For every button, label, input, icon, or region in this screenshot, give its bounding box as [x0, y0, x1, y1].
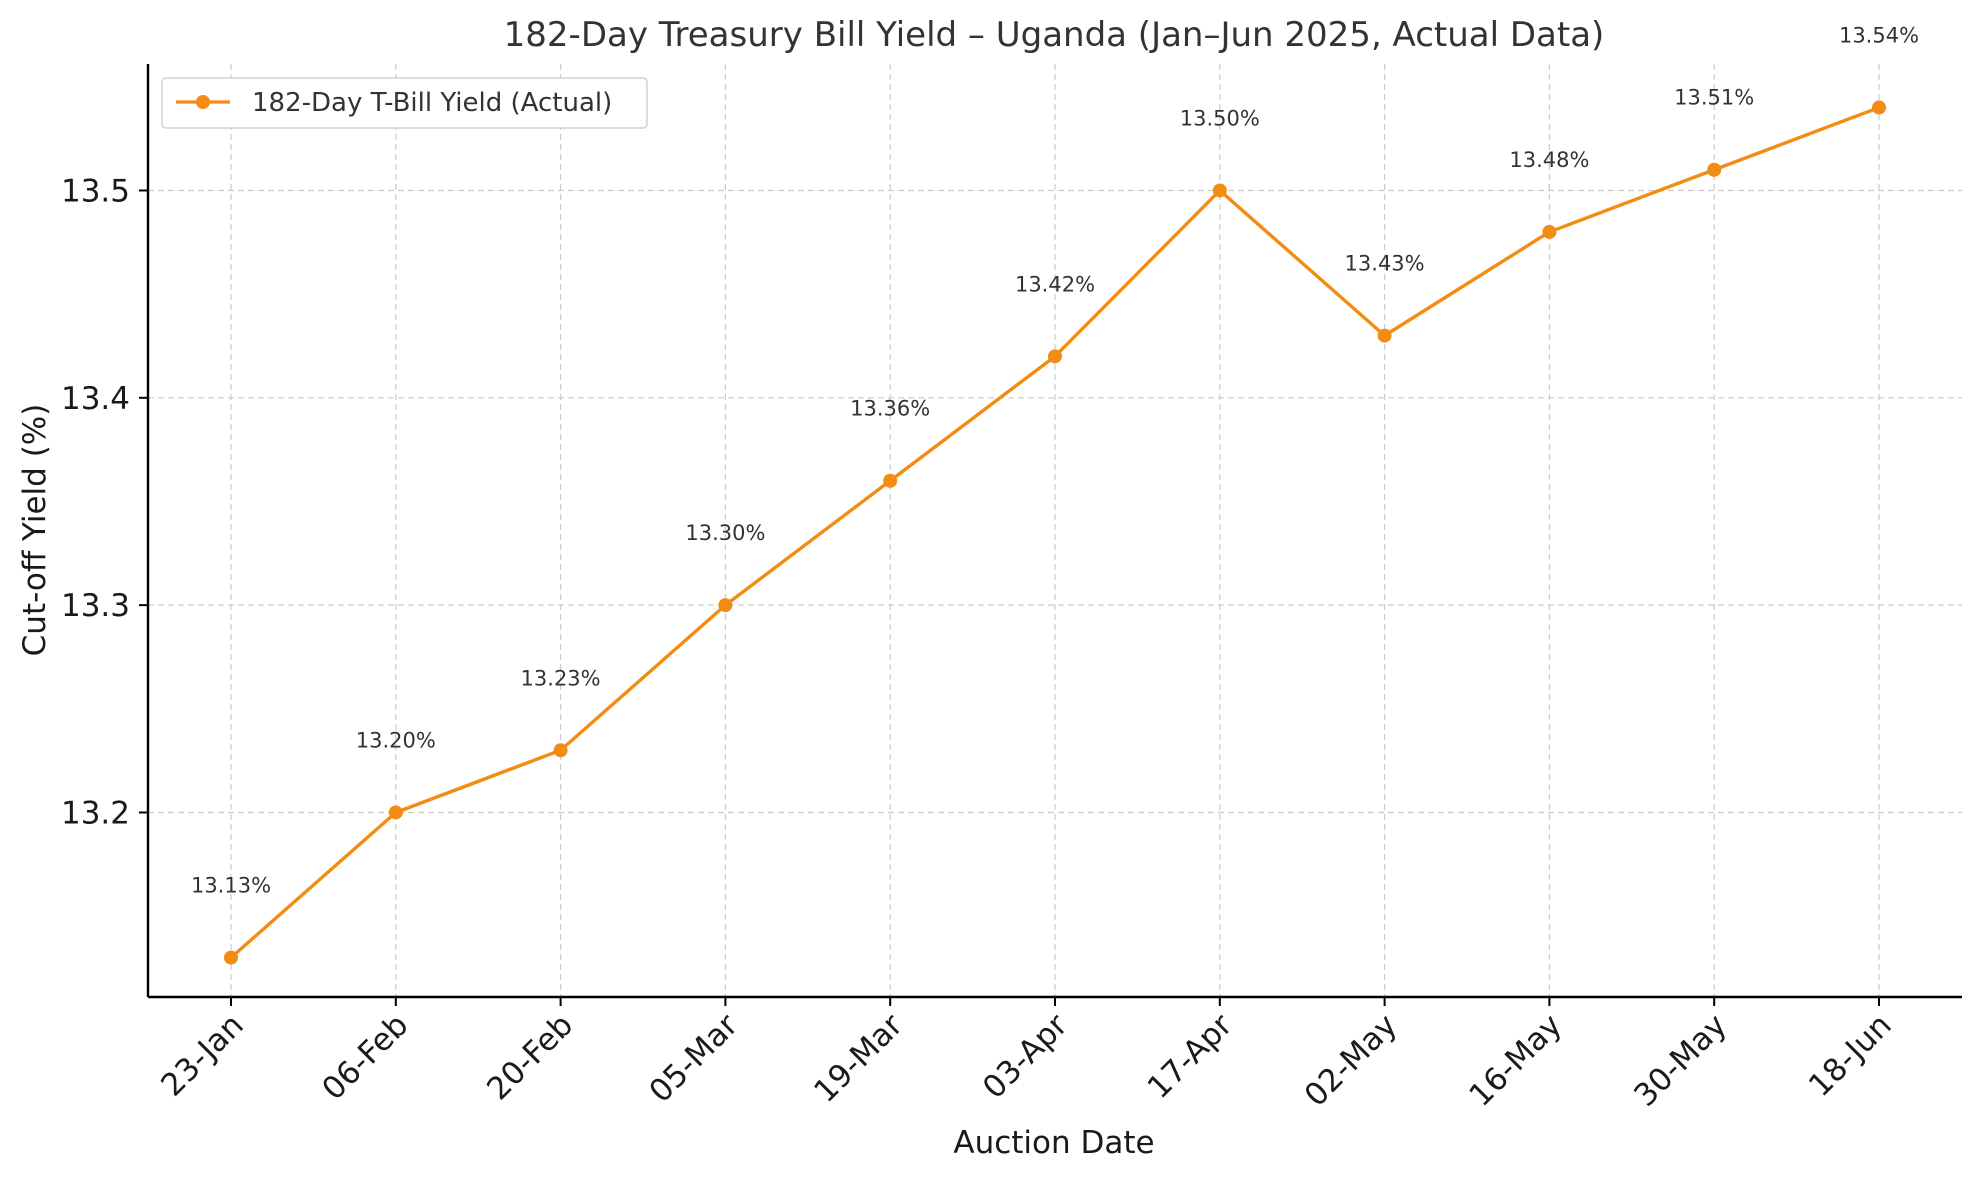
legend-entry-label: 182-Day T-Bill Yield (Actual)	[252, 88, 612, 118]
data-label: 13.51%	[1674, 86, 1754, 110]
y-tick-label: 13.2	[61, 795, 130, 831]
data-label: 13.48%	[1509, 148, 1589, 172]
data-label: 13.20%	[356, 728, 436, 752]
y-tick-label: 13.3	[61, 588, 130, 624]
data-label: 13.13%	[191, 874, 271, 898]
y-axis-label: Cut-off Yield (%)	[17, 404, 53, 657]
x-tick-label: 30-May	[1627, 1007, 1734, 1114]
data-label: 13.50%	[1180, 106, 1260, 130]
x-tick-label: 18-Jun	[1802, 1007, 1899, 1104]
data-labels: 13.13% 13.20% 13.23% 13.30% 13.36% 13.42% 13.5…	[191, 24, 1919, 898]
x-tick-label: 02-May	[1298, 1007, 1405, 1114]
data-label: 13.42%	[1015, 272, 1095, 296]
data-point	[1542, 224, 1557, 239]
data-point	[1048, 349, 1062, 364]
legend: 182-Day T-Bill Yield (Actual)	[161, 77, 648, 129]
data-point	[553, 743, 568, 758]
x-tick-label: 16-May	[1462, 1007, 1569, 1114]
data-point	[224, 950, 238, 965]
y-tick-label: 13.4	[61, 381, 130, 417]
data-label: 13.54%	[1839, 24, 1919, 48]
x-tick-label: 23-Jan	[154, 1007, 250, 1103]
grid-lines	[148, 64, 1962, 997]
data-label: 13.30%	[685, 521, 765, 545]
data-label: 13.43%	[1345, 252, 1425, 276]
data-point	[388, 805, 403, 820]
legend-box	[161, 77, 648, 129]
x-tick-label: 19-Mar	[807, 1007, 910, 1110]
data-label: 13.23%	[521, 666, 601, 690]
x-tick-label: 05-Mar	[642, 1007, 745, 1110]
y-tick-label: 13.5	[61, 173, 130, 209]
data-point	[1872, 100, 1886, 115]
x-tick-label: 03-Apr	[976, 1007, 1075, 1106]
data-point	[1707, 162, 1722, 177]
legend-marker-icon	[196, 95, 210, 109]
data-point	[883, 473, 898, 488]
data-label: 13.36%	[850, 397, 930, 421]
axis-ticks: 23-Jan 06-Feb 20-Feb 05-Mar 19-Mar 03-Apr 17-A…	[61, 173, 1899, 1113]
x-tick-label: 06-Feb	[315, 1007, 415, 1107]
x-tick-label: 20-Feb	[480, 1007, 580, 1107]
data-point	[718, 598, 733, 613]
data-point	[1377, 328, 1392, 343]
x-axis-label: Auction Date	[953, 1125, 1154, 1161]
x-tick-label: 17-Apr	[1141, 1007, 1240, 1106]
chart-title: 182-Day Treasury Bill Yield – Uganda (Ja…	[504, 15, 1605, 55]
series-group	[224, 100, 1886, 965]
data-point	[1212, 183, 1227, 198]
